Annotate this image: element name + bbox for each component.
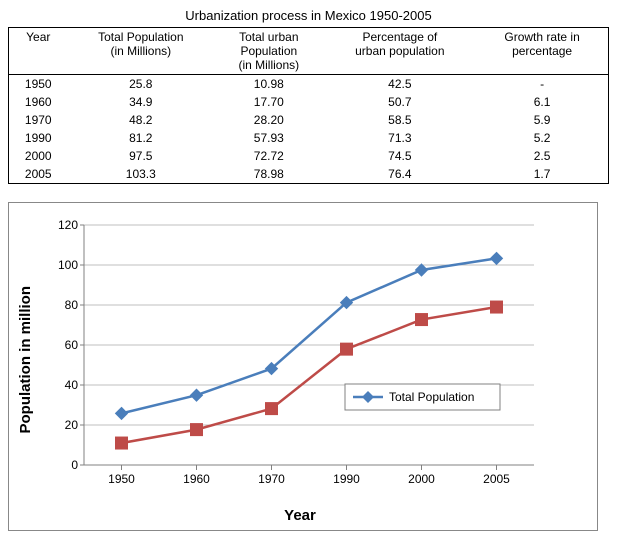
table-cell: 74.5 bbox=[324, 147, 477, 165]
table-cell: 1950 bbox=[9, 75, 68, 94]
svg-text:Total Population: Total Population bbox=[389, 390, 474, 404]
table-cell: 48.2 bbox=[68, 111, 215, 129]
table-cell: 1970 bbox=[9, 111, 68, 129]
svg-text:1990: 1990 bbox=[333, 472, 360, 486]
table-header-row: Year Total Population(in Millions) Total… bbox=[9, 28, 609, 75]
data-table: Year Total Population(in Millions) Total… bbox=[8, 27, 609, 184]
table-row: 196034.917.7050.76.1 bbox=[9, 93, 609, 111]
table-cell: 2.5 bbox=[476, 147, 608, 165]
table-cell: 97.5 bbox=[68, 147, 215, 165]
col-growth: Growth rate inpercentage bbox=[476, 28, 608, 75]
table-row: 2005103.378.9876.41.7 bbox=[9, 165, 609, 184]
table-cell: 2005 bbox=[9, 165, 68, 184]
chart-container: Population in million 0 20 40 60 80 100 120 195… bbox=[8, 202, 598, 531]
table-cell: 5.9 bbox=[476, 111, 608, 129]
col-total-pop: Total Population(in Millions) bbox=[68, 28, 215, 75]
svg-text:40: 40 bbox=[65, 378, 79, 392]
table-cell: 42.5 bbox=[324, 75, 477, 94]
table-cell: 28.20 bbox=[214, 111, 323, 129]
table-cell: 2000 bbox=[9, 147, 68, 165]
svg-text:100: 100 bbox=[58, 258, 78, 272]
table-cell: 1.7 bbox=[476, 165, 608, 184]
svg-text:0: 0 bbox=[71, 458, 78, 472]
table-cell: 103.3 bbox=[68, 165, 215, 184]
table-cell: 58.5 bbox=[324, 111, 477, 129]
svg-text:1970: 1970 bbox=[258, 472, 285, 486]
table-cell: - bbox=[476, 75, 608, 94]
table-row: 195025.810.9842.5- bbox=[9, 75, 609, 94]
table-row: 199081.257.9371.35.2 bbox=[9, 129, 609, 147]
table-cell: 10.98 bbox=[214, 75, 323, 94]
svg-text:1960: 1960 bbox=[183, 472, 210, 486]
table-row: 200097.572.7274.52.5 bbox=[9, 147, 609, 165]
table-cell: 1990 bbox=[9, 129, 68, 147]
table-cell: 76.4 bbox=[324, 165, 477, 184]
table-cell: 34.9 bbox=[68, 93, 215, 111]
table-cell: 71.3 bbox=[324, 129, 477, 147]
table-cell: 6.1 bbox=[476, 93, 608, 111]
line-chart: 0 20 40 60 80 100 120 1950 1960 1970 1990 2000 2005 T… bbox=[34, 215, 554, 505]
col-year: Year bbox=[9, 28, 68, 75]
svg-text:80: 80 bbox=[65, 298, 79, 312]
col-urban-pop: Total urbanPopulation(in Millions) bbox=[214, 28, 323, 75]
table-cell: 81.2 bbox=[68, 129, 215, 147]
table-cell: 78.98 bbox=[214, 165, 323, 184]
col-pct-urban: Percentage ofurban population bbox=[324, 28, 477, 75]
svg-text:1950: 1950 bbox=[108, 472, 135, 486]
table-cell: 5.2 bbox=[476, 129, 608, 147]
table-row: 197048.228.2058.55.9 bbox=[9, 111, 609, 129]
svg-text:120: 120 bbox=[58, 218, 78, 232]
chart-x-axis-label: Year bbox=[13, 507, 587, 524]
table-cell: 1960 bbox=[9, 93, 68, 111]
svg-text:20: 20 bbox=[65, 418, 79, 432]
table-cell: 57.93 bbox=[214, 129, 323, 147]
table-cell: 72.72 bbox=[214, 147, 323, 165]
chart-y-axis-label: Population in million bbox=[13, 286, 34, 434]
page-title: Urbanization process in Mexico 1950-2005 bbox=[8, 8, 609, 23]
table-cell: 50.7 bbox=[324, 93, 477, 111]
table-cell: 25.8 bbox=[68, 75, 215, 94]
svg-text:60: 60 bbox=[65, 338, 79, 352]
svg-text:2000: 2000 bbox=[408, 472, 435, 486]
table-cell: 17.70 bbox=[214, 93, 323, 111]
svg-text:2005: 2005 bbox=[483, 472, 510, 486]
